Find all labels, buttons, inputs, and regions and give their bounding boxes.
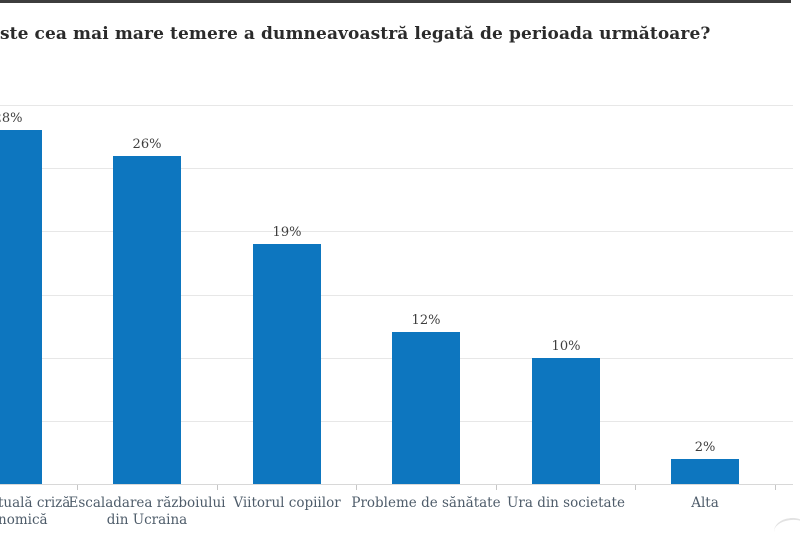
top-accent-bar	[0, 0, 791, 3]
category-label-4: Probleme de sănătate	[338, 495, 514, 512]
corner-watermark-arc	[772, 516, 800, 534]
bar-1	[0, 130, 42, 484]
category-label-line: Escaladarea războiului	[68, 495, 226, 511]
category-label-3: Viitorul copiilor	[199, 495, 375, 512]
x-axis-tick-1	[77, 485, 78, 490]
gridline-30pct	[0, 105, 793, 106]
category-label-6: Alta	[617, 495, 793, 512]
chart-title: ste cea mai mare temere a dumneavoastră …	[0, 24, 711, 44]
category-label-2: Escaladarea războiului din Ucraina	[59, 495, 235, 529]
category-label-line: Viitorul copiilor	[233, 495, 341, 511]
gridline-15pct	[0, 295, 793, 296]
value-label-2: 26%	[132, 137, 162, 152]
bar-5	[532, 358, 600, 484]
value-label-5: 10%	[551, 339, 581, 354]
bar-2	[113, 156, 181, 484]
value-label-6: 2%	[694, 440, 716, 455]
value-label-3: 19%	[272, 225, 302, 240]
gridline-25pct	[0, 168, 793, 169]
x-axis-tick-4	[496, 485, 497, 490]
category-label-1: tuală criză nomică	[0, 495, 88, 529]
x-axis-line	[0, 484, 793, 485]
x-axis-tick-5	[635, 485, 636, 490]
x-axis-tick-3	[356, 485, 357, 490]
category-label-line: Probleme de sănătate	[351, 495, 501, 511]
x-axis-tick-2	[217, 485, 218, 490]
bar-4	[392, 332, 460, 484]
category-label-line: tuală criză	[0, 495, 71, 511]
gridline-20pct	[0, 231, 793, 232]
bar-6	[671, 459, 739, 484]
value-label-1: 28%	[0, 111, 23, 126]
value-label-4: 12%	[411, 313, 441, 328]
category-label-line: nomică	[0, 512, 48, 528]
category-label-line: Alta	[691, 495, 719, 511]
bar-3	[253, 244, 321, 484]
category-label-5: Ura din societate	[478, 495, 654, 512]
x-axis-tick-6	[775, 485, 776, 490]
category-label-line: Ura din societate	[507, 495, 625, 511]
category-label-line: din Ucraina	[106, 512, 188, 528]
